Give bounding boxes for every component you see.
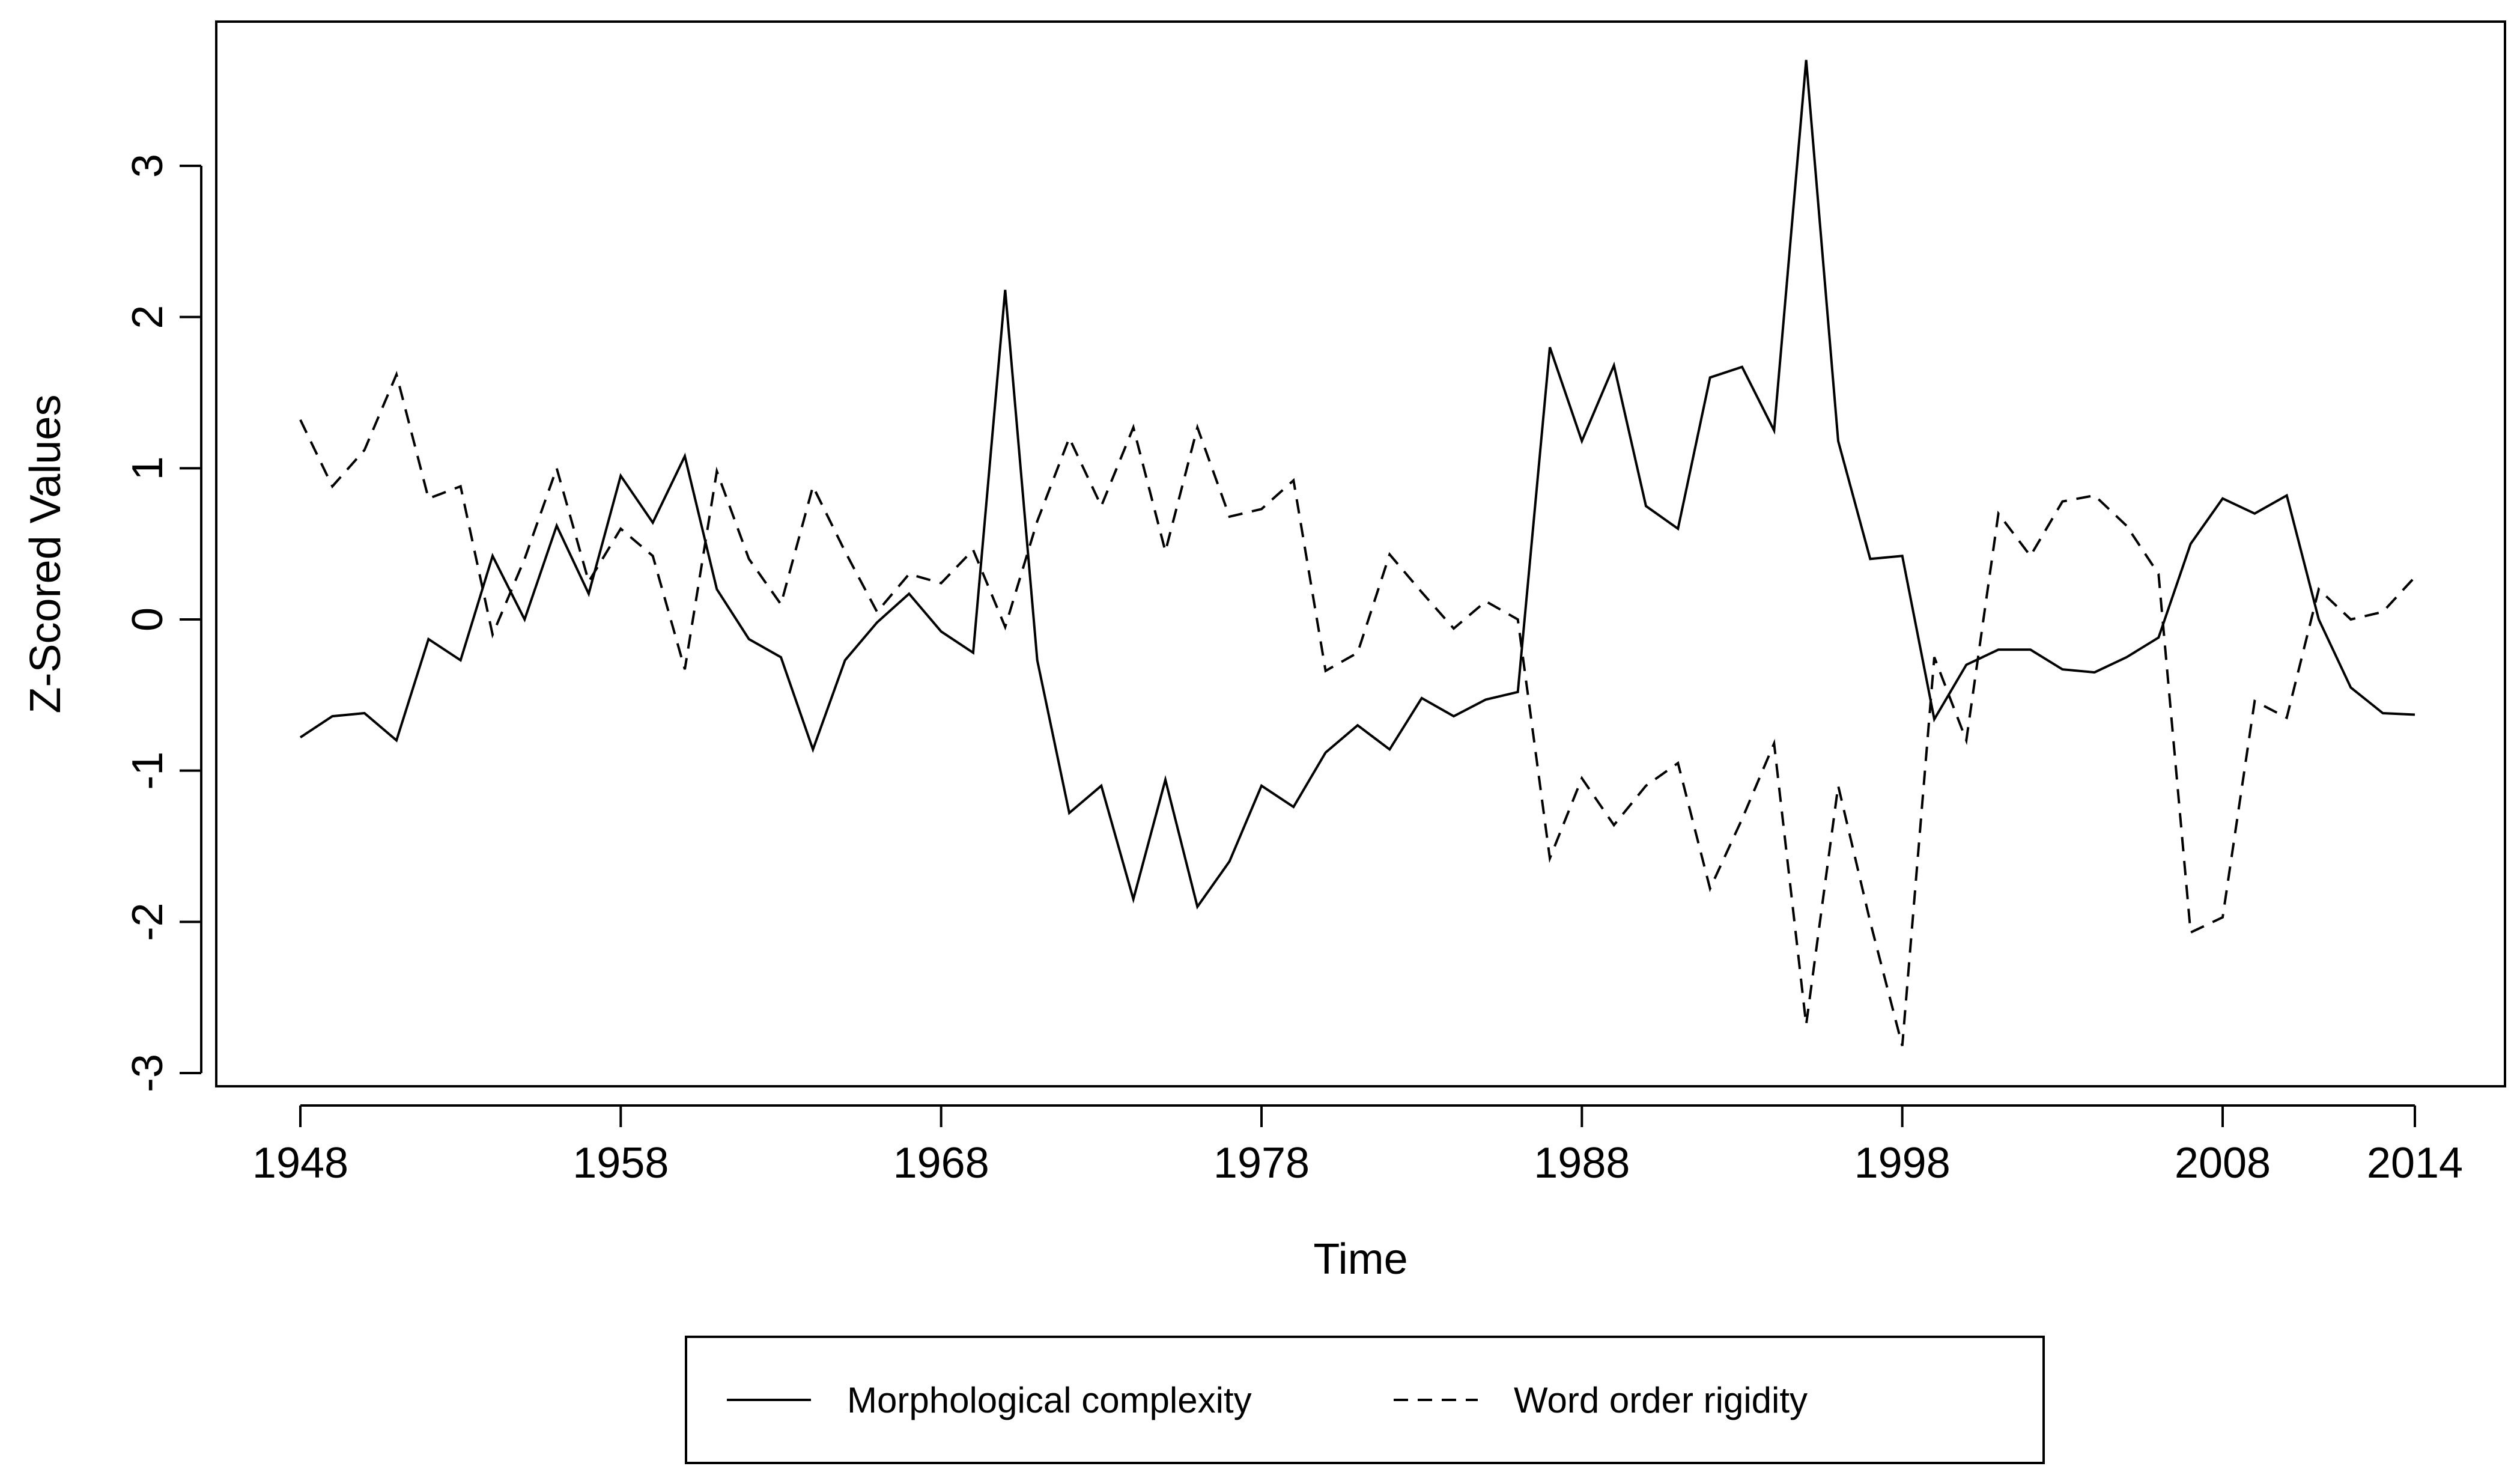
x-axis-title: Time xyxy=(1313,1235,1407,1283)
legend-label-morphological-complexity: Morphological complexity xyxy=(847,1380,1252,1420)
x-tick-label: 1998 xyxy=(1854,1139,1951,1187)
y-axis: -3 -2 -1 0 1 2 3 xyxy=(124,154,202,1092)
y-axis-title: Z-Scored Values xyxy=(22,395,70,714)
y-tick-label: 3 xyxy=(124,154,172,178)
legend-label-word-order-rigidity: Word order rigidity xyxy=(1514,1380,1808,1420)
x-axis: 1948 1958 1968 1978 1988 1998 2008 2014 xyxy=(252,1104,2463,1187)
x-tick-label: 1988 xyxy=(1534,1139,1630,1187)
legend: Morphological complexity Word order rigi… xyxy=(685,1336,2045,1464)
y-tick-label: -3 xyxy=(124,1054,172,1092)
plot-frame xyxy=(215,20,2506,1087)
x-tick-label: 2008 xyxy=(2175,1139,2271,1187)
legend-box xyxy=(685,1336,2045,1464)
series-layer xyxy=(299,59,2416,1047)
y-tick-label: 0 xyxy=(124,607,172,631)
series-line-morphological-complexity xyxy=(299,59,2415,910)
series-line-word-order-rigidity xyxy=(299,371,2416,1047)
x-tick-label: 1958 xyxy=(572,1139,669,1187)
y-tick-label: 1 xyxy=(124,456,172,480)
y-tick-label: -1 xyxy=(124,752,172,790)
x-tick-label: 1968 xyxy=(893,1139,989,1187)
x-tick-label: 2014 xyxy=(2367,1139,2463,1187)
y-tick-label: -2 xyxy=(124,902,172,941)
x-tick-label: 1978 xyxy=(1213,1139,1310,1187)
y-tick-label: 2 xyxy=(124,305,172,329)
x-tick-label: 1948 xyxy=(252,1139,348,1187)
